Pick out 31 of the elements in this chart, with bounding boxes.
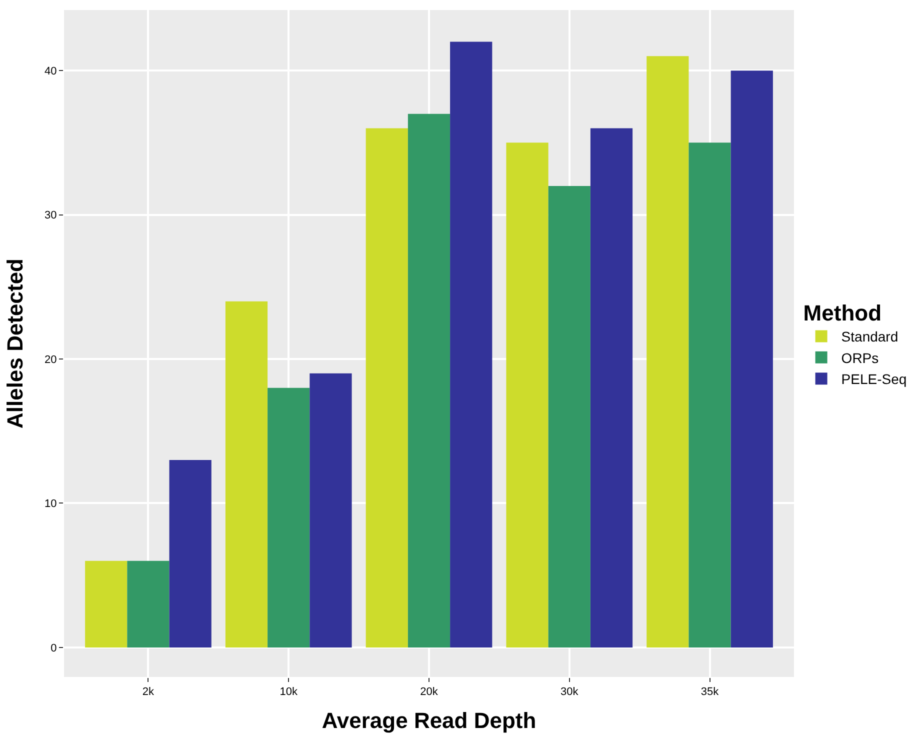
bar: [548, 186, 590, 648]
bar: [688, 142, 731, 648]
bar: [450, 42, 492, 648]
y-tick-label: 20: [44, 354, 57, 366]
bar: [730, 70, 773, 648]
y-axis-title: Alleles Detected: [2, 258, 28, 428]
bar: [85, 560, 128, 648]
bar: [366, 128, 408, 648]
bar: [590, 128, 633, 648]
x-tick-label: 30k: [560, 686, 579, 698]
legend-title: Method: [803, 300, 882, 326]
x-axis-title: Average Read Depth: [322, 708, 536, 734]
bar: [408, 114, 450, 648]
y-tick-label: 40: [44, 65, 57, 78]
bar: [127, 560, 170, 648]
bar: [169, 460, 212, 648]
bar: [310, 373, 352, 648]
bar: [225, 301, 268, 648]
y-tick-label: 0: [50, 642, 57, 654]
bar: [646, 56, 689, 648]
legend-label: Standard: [841, 328, 898, 345]
bar: [268, 388, 310, 648]
x-tick-label: 35k: [700, 686, 720, 698]
bar: [506, 142, 548, 648]
x-tick-label: 2k: [142, 686, 155, 698]
y-tick-label: 10: [44, 498, 57, 510]
legend-label: ORPs: [841, 350, 879, 366]
y-tick-label: 30: [44, 210, 57, 222]
x-tick-label: 10k: [280, 686, 298, 698]
x-tick-label: 20k: [420, 686, 438, 698]
legend-label: PELE-Seq: [841, 371, 907, 388]
